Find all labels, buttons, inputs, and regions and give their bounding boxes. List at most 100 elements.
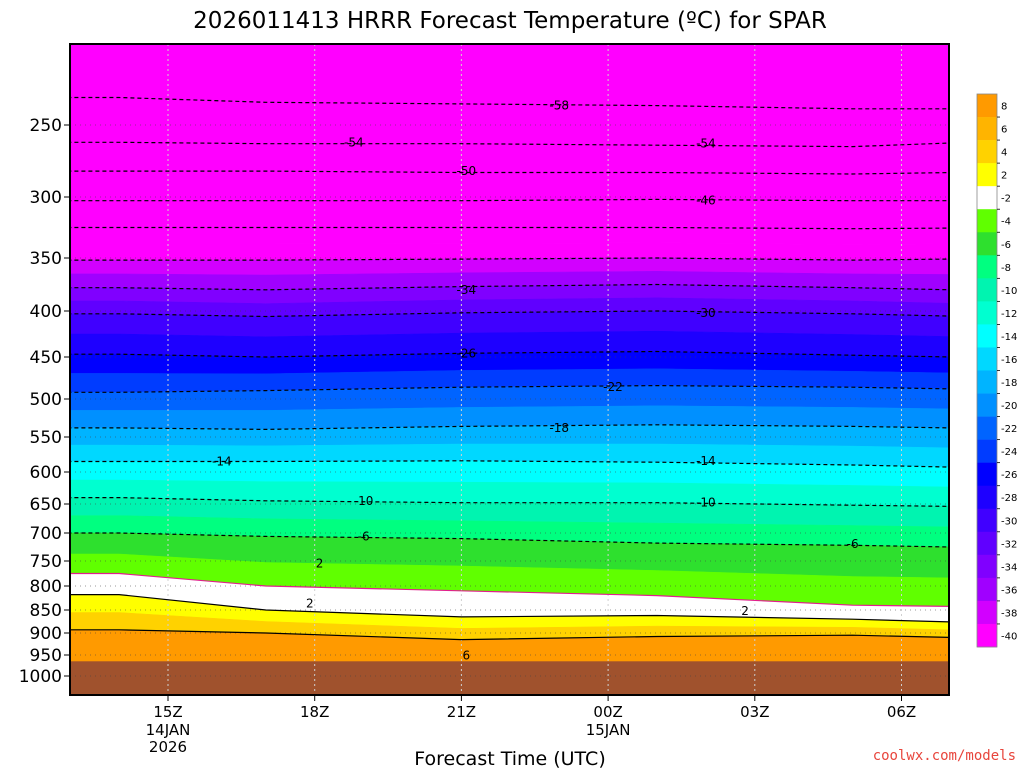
contour-label: -14 xyxy=(696,454,716,468)
colorbar-swatch xyxy=(977,209,997,233)
colorbar-swatch xyxy=(977,163,997,187)
contour-label: -34 xyxy=(456,283,476,297)
y-tick-label: 900 xyxy=(30,624,62,644)
colorbar-swatch xyxy=(977,485,997,510)
colorbar-swatch xyxy=(977,508,997,533)
colorbar-label: -30 xyxy=(1001,516,1017,527)
contour-lines xyxy=(70,96,949,641)
contour-label: -58 xyxy=(549,99,569,113)
colorbar-swatch xyxy=(977,324,997,348)
colorbar-label: -16 xyxy=(1001,355,1017,366)
colorbar-label: -12 xyxy=(1001,309,1017,320)
contour-label: 2 xyxy=(306,596,314,610)
contour-labels: -58-54-54-50-50-46-34-30-26-22-18-18-14-… xyxy=(212,99,859,663)
x-tick-label: 06Z xyxy=(887,703,916,721)
colorbar-swatch xyxy=(977,117,997,141)
contour-label: -14 xyxy=(212,455,232,469)
contour-label: -22 xyxy=(603,380,623,394)
colorbar-label: -38 xyxy=(1001,608,1017,619)
y-tick-label: 550 xyxy=(30,428,62,448)
contour-label: -6 xyxy=(847,537,859,551)
colorbar-label: -26 xyxy=(1001,470,1017,481)
colorbar-swatch xyxy=(977,186,997,210)
colorbar-label: -40 xyxy=(1001,631,1017,642)
isotherm-contour xyxy=(70,629,949,641)
colorbar-swatch xyxy=(977,347,997,371)
isotherm-contour xyxy=(70,226,949,230)
colorbar-swatch xyxy=(977,439,997,463)
colorbar-label: -32 xyxy=(1001,539,1017,550)
y-tick-label: 750 xyxy=(30,552,62,572)
isotherm-contour xyxy=(70,96,949,110)
isotherm-contour xyxy=(70,350,949,358)
colorbar-swatch xyxy=(977,255,997,279)
colorbar-label: -36 xyxy=(1001,585,1017,596)
isotherm-contour xyxy=(70,460,949,468)
x-tick-label: 00Z xyxy=(593,703,622,721)
colorbar-swatch xyxy=(977,370,997,394)
colorbar-label: 2 xyxy=(1001,171,1007,182)
gridlines xyxy=(70,44,949,695)
isotherm-contour xyxy=(70,594,949,623)
plot-frame xyxy=(69,43,950,696)
colorbar-label: 8 xyxy=(1001,102,1007,113)
y-tick-label: 500 xyxy=(30,390,62,410)
colorbar-swatch xyxy=(977,577,997,602)
colorbar-swatch xyxy=(977,393,997,417)
colorbar-label: -6 xyxy=(1001,240,1011,251)
isotherm-contour xyxy=(70,310,949,318)
y-tick-label: 950 xyxy=(30,646,62,666)
contour-label: 2 xyxy=(316,557,324,571)
temperature-band xyxy=(70,44,949,245)
y-tick-label: 800 xyxy=(30,577,62,597)
contour-label: -46 xyxy=(696,194,716,208)
colorbar-label: -18 xyxy=(1001,378,1017,389)
colorbar-label: -28 xyxy=(1001,493,1017,504)
contour-label: -54 xyxy=(696,137,716,151)
contour-label: -6 xyxy=(358,529,370,543)
contour-label: 2 xyxy=(741,604,749,618)
colorbar-swatch xyxy=(977,301,997,325)
y-tick-label: 700 xyxy=(30,524,62,544)
colorbar-label: -10 xyxy=(1001,286,1017,297)
x-tick-label: 03Z xyxy=(740,703,769,721)
y-tick-label: 400 xyxy=(30,302,62,322)
contour-label: -26 xyxy=(456,346,476,360)
contour-label: -50 xyxy=(456,164,476,178)
x-tick-label: 15Z xyxy=(153,703,182,721)
colorbar-label: 4 xyxy=(1001,148,1007,159)
contour-label: -10 xyxy=(354,494,374,508)
y-tick-label: 600 xyxy=(30,463,62,483)
isotherm-contour xyxy=(70,283,949,291)
contour-label: 6 xyxy=(462,648,470,662)
isotherm-contour xyxy=(70,497,949,507)
colorbar-legend: 8 6 4 2 -2 -4 -6 -8 -10 -12 -14 -16 -18 -20 -22 -24 -26 -… xyxy=(976,93,1017,648)
colorbar-label: -22 xyxy=(1001,424,1017,435)
colorbar-label: -24 xyxy=(1001,447,1017,458)
y-tick-label: 1000 xyxy=(19,667,62,687)
isotherm-contour xyxy=(70,424,949,431)
source-credit: coolwx.com/models xyxy=(873,748,1016,764)
colorbar-swatch xyxy=(977,462,997,487)
colorbar-label: -2 xyxy=(1001,194,1011,205)
colorbar-swatch xyxy=(977,94,997,118)
colorbar-label: -34 xyxy=(1001,562,1017,573)
y-tick-label: 250 xyxy=(30,116,62,136)
contour-label: -30 xyxy=(696,306,716,320)
x-tick-label: 21Z xyxy=(447,703,476,721)
isotherm-contour xyxy=(70,198,949,202)
colorbar-swatch xyxy=(977,232,997,256)
y-tick-label: 650 xyxy=(30,495,62,515)
isotherm-contour xyxy=(70,572,949,607)
contour-label: -18 xyxy=(549,421,569,435)
temperature-band xyxy=(70,242,949,261)
colorbar-swatch xyxy=(977,623,997,648)
x-tick-sublabel: 15JAN xyxy=(586,721,631,739)
chart-title: 2026011413 HRRR Forecast Temperature (ºC… xyxy=(193,8,827,34)
temperature-bands xyxy=(70,44,949,695)
y-tick-label: 850 xyxy=(30,601,62,621)
colorbar-swatch xyxy=(977,554,997,579)
x-tick-label: 18Z xyxy=(300,703,329,721)
colorbar-label: -14 xyxy=(1001,332,1017,343)
